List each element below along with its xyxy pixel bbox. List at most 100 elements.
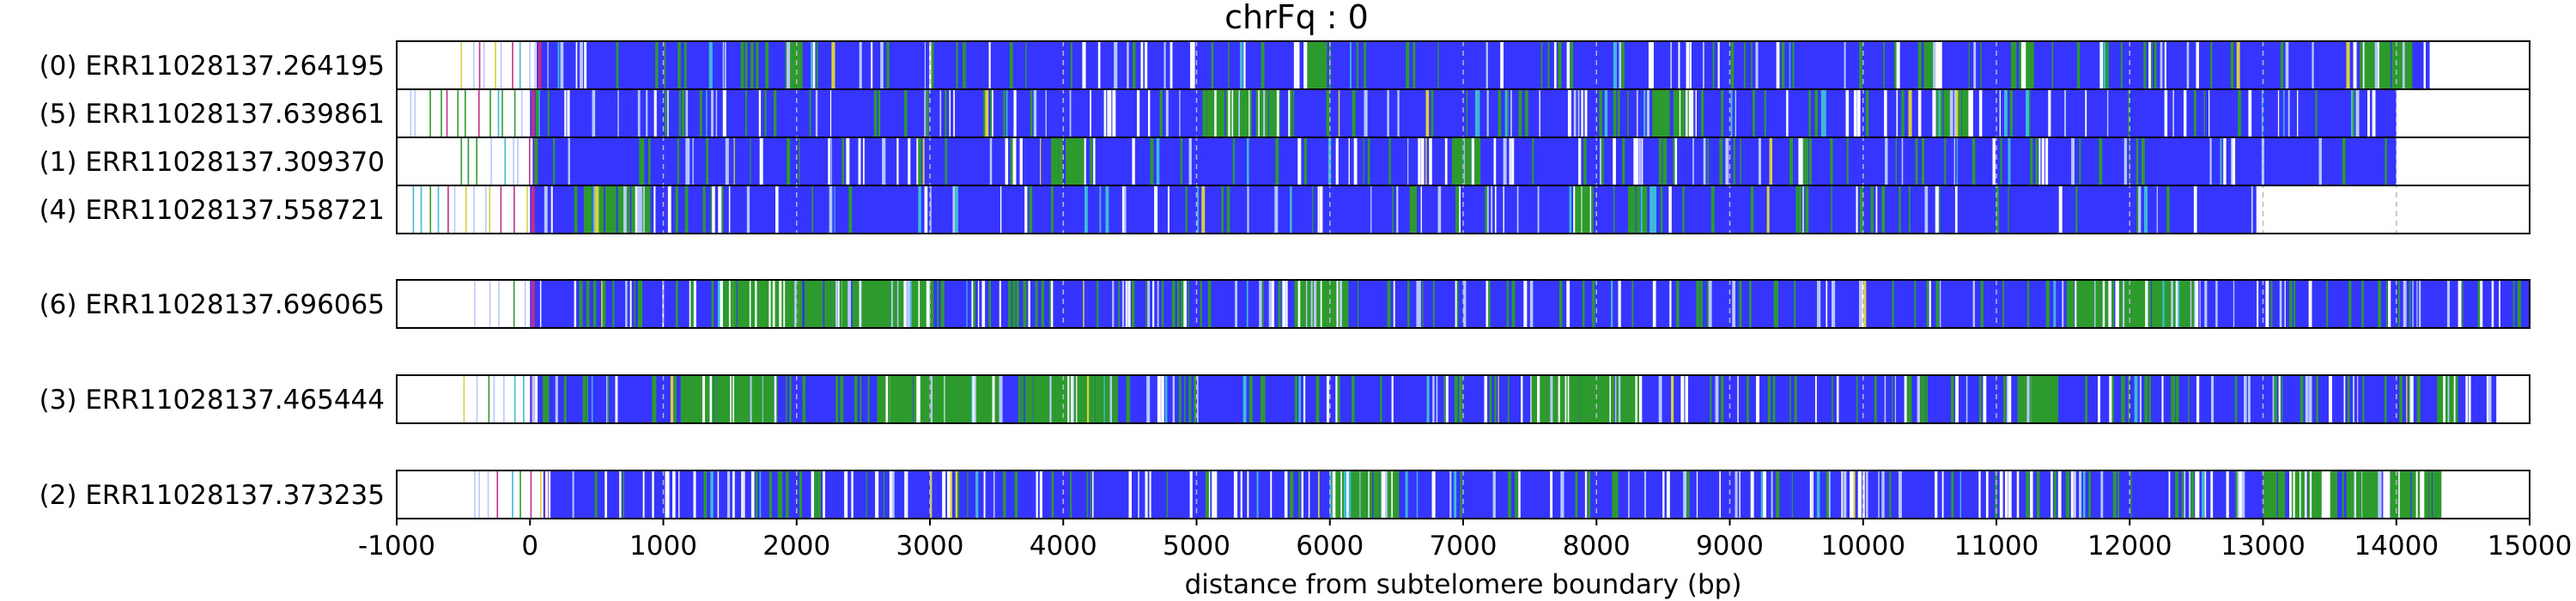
sequence-mark [1326, 375, 1329, 423]
sequence-mark [474, 470, 476, 519]
sequence-mark [538, 89, 540, 137]
sequence-mark [1909, 375, 1912, 423]
sequence-mark [2164, 89, 2168, 137]
sequence-mark [463, 375, 465, 423]
sequence-mark [653, 89, 657, 137]
sequence-mark [1373, 470, 1376, 519]
sequence-mark [1766, 185, 1770, 234]
sequence-mark [2369, 41, 2372, 89]
sequence-mark [2120, 41, 2123, 89]
sequence-mark [2100, 470, 2104, 519]
sequence-mark [1486, 185, 1489, 234]
sequence-mark [860, 375, 862, 423]
sequence-mark [2315, 470, 2318, 519]
sequence-mark [647, 137, 651, 185]
sequence-mark [988, 41, 991, 89]
sequence-mark [1707, 137, 1710, 185]
sequence-mark [1592, 280, 1595, 328]
sequence-mark [1884, 89, 1887, 137]
sequence-mark [664, 41, 666, 89]
sequence-mark [873, 89, 878, 137]
sequence-mark [1859, 280, 1861, 328]
sequence-mark [1577, 185, 1583, 234]
sequence-mark [1367, 137, 1370, 185]
sequence-mark [831, 41, 835, 89]
sequence-mark [2054, 375, 2058, 423]
sequence-mark [585, 185, 592, 234]
sequence-mark [863, 137, 865, 185]
sequence-mark [1276, 89, 1279, 137]
sequence-mark [2108, 280, 2112, 328]
sequence-mark [2367, 89, 2371, 137]
sequence-mark [2323, 470, 2328, 519]
sequence-mark [2321, 470, 2325, 519]
sequence-mark [1363, 470, 1367, 519]
sequence-mark [2308, 280, 2312, 328]
sequence-mark [1792, 41, 1795, 89]
sequence-mark [1518, 89, 1522, 137]
sequence-mark [2171, 375, 2175, 423]
sequence-mark [1558, 280, 1563, 328]
sequence-mark [1650, 41, 1654, 89]
sequence-mark [1420, 185, 1422, 234]
sequence-mark [902, 375, 905, 423]
sequence-mark [848, 280, 852, 328]
sequence-mark [2455, 375, 2458, 423]
sequence-mark [2499, 280, 2500, 328]
sequence-mark [644, 185, 651, 234]
x-tick-label: 1000 [629, 531, 697, 562]
sequence-mark [1832, 375, 1833, 423]
sequence-mark [1878, 470, 1880, 519]
sequence-mark [1342, 470, 1345, 519]
sequence-mark [819, 280, 823, 328]
sequence-mark [1658, 375, 1662, 423]
sequence-mark [607, 375, 610, 423]
sequence-mark [1444, 137, 1448, 185]
sequence-mark [1161, 280, 1164, 328]
sequence-mark [2210, 470, 2214, 519]
sequence-mark [2111, 375, 2114, 423]
sequence-mark [1183, 280, 1188, 328]
sequence-mark [1581, 89, 1583, 137]
sequence-mark [2406, 375, 2408, 423]
sequence-mark [1956, 137, 1958, 185]
sequence-mark [1613, 41, 1617, 89]
sequence-mark [1978, 375, 1982, 423]
sequence-mark [1620, 375, 1623, 423]
sequence-mark [2128, 89, 2129, 137]
sequence-mark [1566, 280, 1571, 328]
sequence-mark [1773, 280, 1777, 328]
x-tick-label: 0 [521, 531, 538, 562]
sequence-mark [453, 185, 456, 234]
sequence-mark [939, 89, 942, 137]
sequence-mark [1685, 375, 1688, 423]
sequence-mark [1929, 280, 1931, 328]
sequence-mark [1616, 470, 1619, 519]
sequence-mark [696, 375, 702, 423]
sequence-mark [754, 280, 757, 328]
sequence-mark [1086, 470, 1089, 519]
sequence-mark [1083, 280, 1084, 328]
sequence-mark [1752, 89, 1755, 137]
sequence-mark [773, 89, 777, 137]
sequence-mark [1798, 137, 1806, 185]
sequence-mark [756, 41, 759, 89]
sequence-mark [1928, 41, 1931, 89]
sequence-mark [1025, 41, 1027, 89]
sequence-mark [1763, 470, 1766, 519]
sequence-mark [851, 470, 854, 519]
sequence-mark [891, 470, 895, 519]
sequence-mark [1041, 280, 1045, 328]
sequence-mark [2041, 137, 2044, 185]
sequence-mark [1090, 89, 1092, 137]
sequence-mark [1262, 375, 1266, 423]
sequence-mark [655, 41, 659, 89]
sequence-mark [1380, 470, 1382, 519]
sequence-mark [1126, 375, 1130, 423]
sequence-mark [1163, 41, 1166, 89]
sequence-mark [420, 185, 422, 234]
sequence-mark [1901, 137, 1904, 185]
sequence-mark [2152, 280, 2157, 328]
sequence-mark [1393, 280, 1395, 328]
sequence-mark [1846, 137, 1849, 185]
